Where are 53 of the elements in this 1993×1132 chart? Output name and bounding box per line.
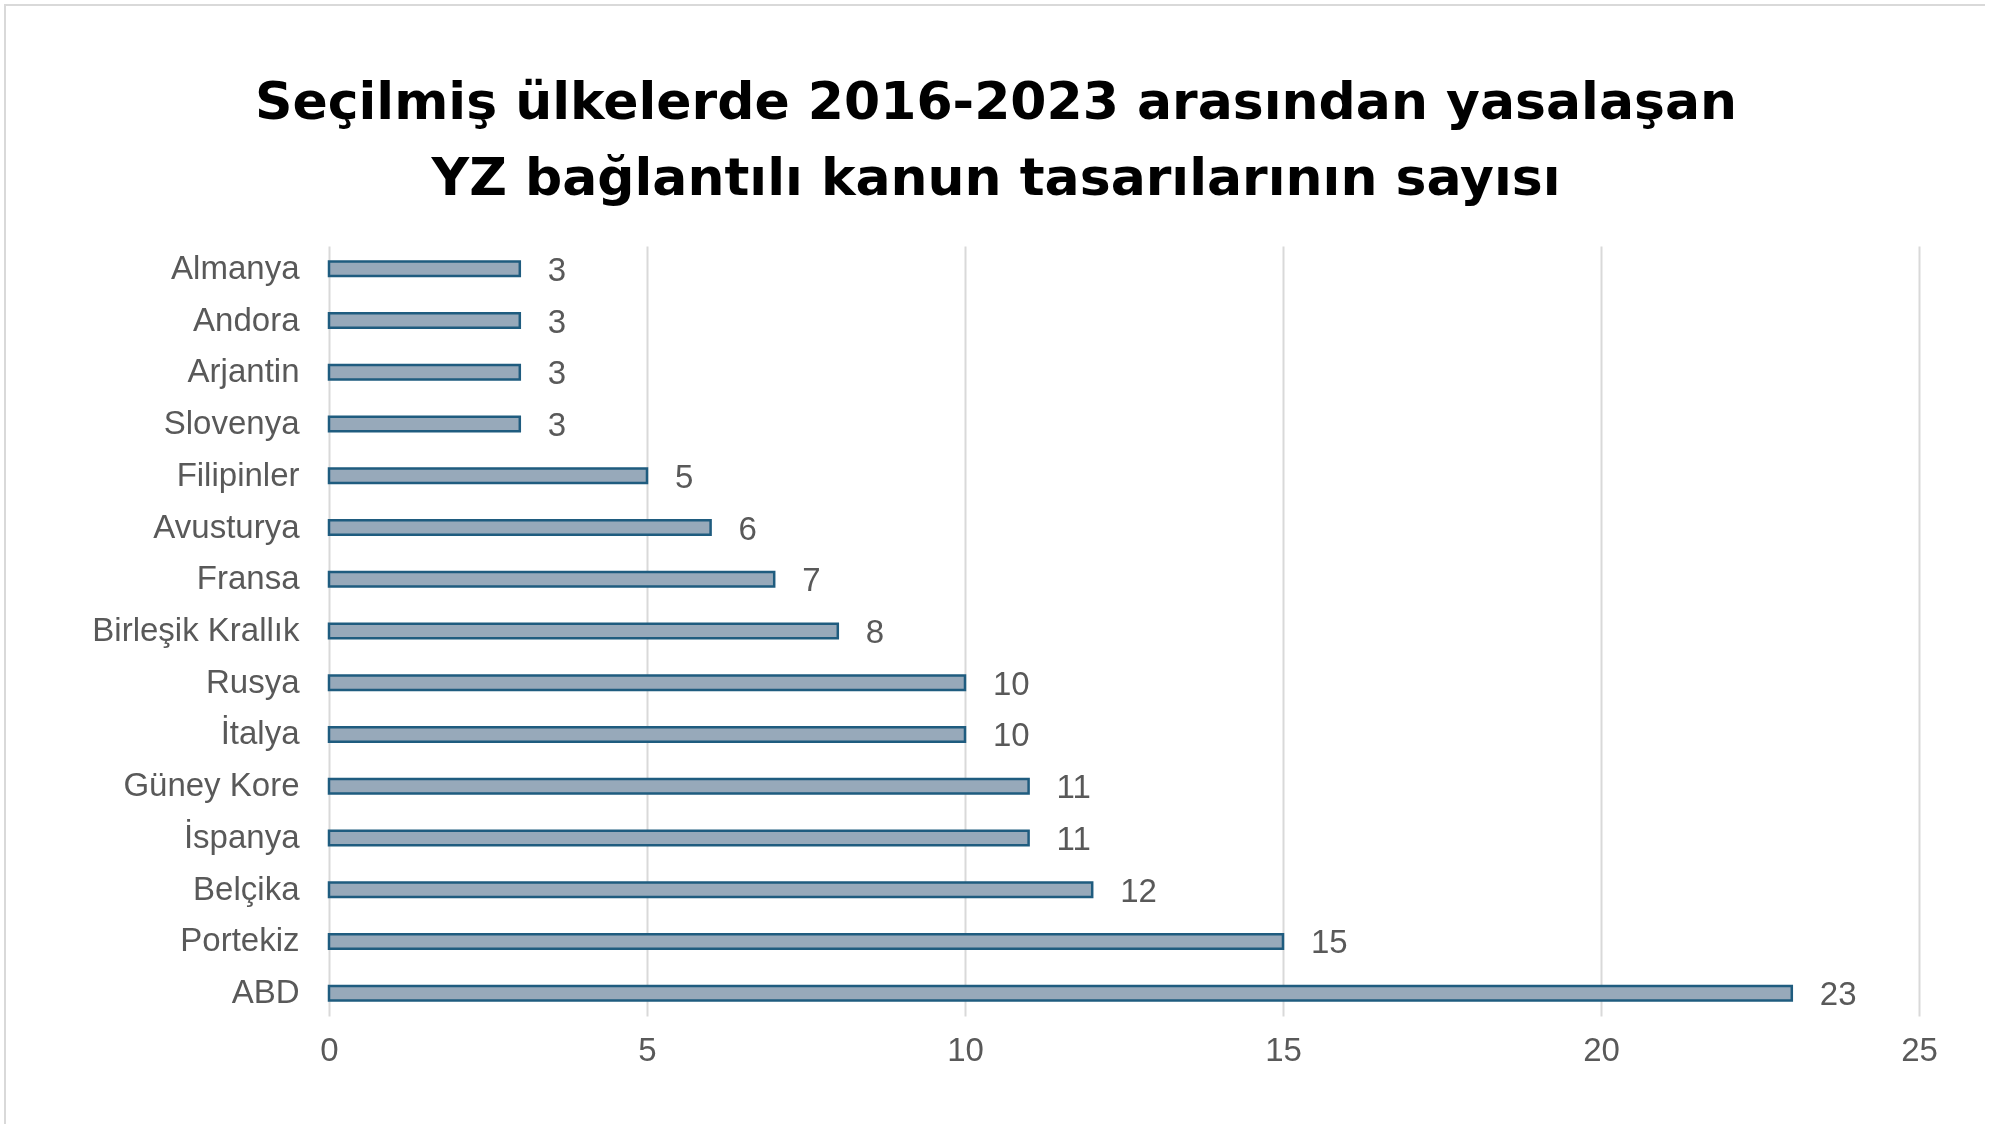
bar xyxy=(327,260,522,278)
bar xyxy=(327,570,776,588)
y-tick-label: ABD xyxy=(231,973,300,1011)
y-tick-label: Almanya xyxy=(171,248,301,286)
data-label: 3 xyxy=(547,302,567,340)
bar xyxy=(327,415,522,433)
y-tick-label: Fransa xyxy=(196,559,301,597)
bar xyxy=(327,726,967,743)
y-tick-label: Filipinler xyxy=(176,455,300,493)
y-tick-label: Birleşik Krallık xyxy=(92,611,300,648)
bar xyxy=(327,777,1030,795)
y-tick-label: Rusya xyxy=(205,662,301,700)
y-tick-label: Belçika xyxy=(193,869,301,907)
y-tick-label: İtalya xyxy=(220,714,301,752)
bar xyxy=(327,984,1794,1002)
data-label: 12 xyxy=(1120,871,1157,909)
bar xyxy=(327,881,1094,899)
y-tick-label: Portekiz xyxy=(180,921,300,959)
bar xyxy=(327,312,522,330)
bar xyxy=(327,519,712,536)
bar xyxy=(327,829,1030,847)
text: Seçilmiş ülkelerde 2016-2023 arasından yasalaşan xyxy=(254,71,1738,131)
x-tick-label: 15 xyxy=(1265,1030,1302,1068)
bar xyxy=(327,932,1285,950)
y-tick-label: Güney Kore xyxy=(123,766,300,804)
bar xyxy=(327,467,649,485)
data-label: 15 xyxy=(1311,923,1348,961)
y-tick-label: Arjantin xyxy=(187,352,300,390)
data-label: 10 xyxy=(993,716,1030,754)
data-label: 23 xyxy=(1819,975,1857,1013)
x-tick-label: 20 xyxy=(1583,1030,1620,1068)
bar xyxy=(327,363,522,381)
data-label: 7 xyxy=(802,561,821,599)
data-label: 3 xyxy=(547,406,567,444)
x-tick-label: 10 xyxy=(947,1030,984,1068)
x-tick-label: 0 xyxy=(320,1030,339,1068)
data-label: 5 xyxy=(675,457,694,495)
data-label: 11 xyxy=(1056,768,1091,806)
data-label: 10 xyxy=(993,664,1030,702)
data-label: 6 xyxy=(738,509,757,547)
y-tick-label: Andora xyxy=(193,300,301,338)
text: YZ bağlantılı kanun tasarılarının sayısı xyxy=(431,147,1561,207)
data-label: 11 xyxy=(1056,819,1091,857)
data-label: 3 xyxy=(547,250,567,288)
y-tick-label: Avusturya xyxy=(153,507,301,545)
data-label: 3 xyxy=(547,354,567,392)
bar xyxy=(327,622,840,640)
x-tick-label: 25 xyxy=(1901,1030,1938,1068)
y-tick-label: Slovenya xyxy=(163,404,301,442)
data-label: 8 xyxy=(865,613,885,650)
bar xyxy=(327,674,967,692)
x-tick-label: 5 xyxy=(638,1030,657,1068)
y-tick-label: İspanya xyxy=(183,817,301,855)
